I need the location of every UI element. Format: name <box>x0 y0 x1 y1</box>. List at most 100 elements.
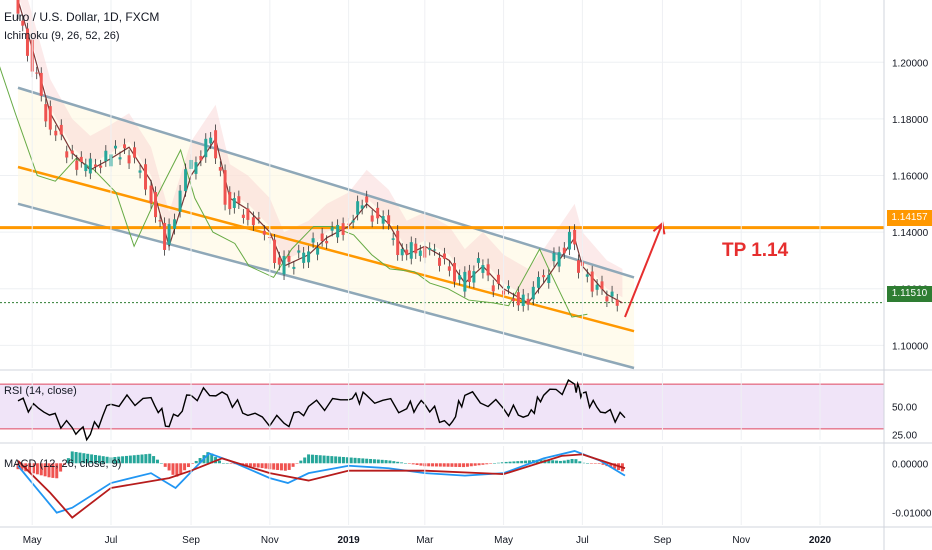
macd-histogram-bar <box>326 455 330 464</box>
candle-body <box>199 155 203 161</box>
macd-histogram-bar <box>252 463 256 467</box>
macd-histogram-bar <box>159 463 163 464</box>
macd-histogram-bar <box>380 459 384 464</box>
candle-body <box>370 215 374 222</box>
macd-histogram-bar <box>330 456 334 464</box>
candle-body <box>351 220 355 223</box>
price-axis[interactable]: 1.200001.180001.160001.140001.120001.100… <box>883 0 932 550</box>
macd-histogram-bar <box>217 460 221 464</box>
candle-body <box>65 151 69 158</box>
candle-body <box>282 255 286 275</box>
macd-histogram-bar <box>210 453 214 464</box>
candle-body <box>209 137 213 144</box>
macd-histogram-bar <box>163 463 167 467</box>
candle-body <box>511 298 515 302</box>
macd-histogram-bar <box>431 463 435 467</box>
macd-histogram-bar <box>194 460 198 464</box>
macd-histogram-bar <box>287 463 291 470</box>
macd-histogram-bar <box>438 463 442 467</box>
channel-upper-line <box>17 86 635 279</box>
candle-body <box>214 130 218 159</box>
macd-histogram-bar <box>225 463 229 464</box>
candle-body <box>133 147 137 158</box>
trend-line <box>17 165 635 333</box>
candle-body <box>144 164 148 190</box>
candle-body <box>387 215 391 225</box>
candle-body <box>70 150 74 154</box>
candle-body <box>79 156 83 162</box>
y-tick-label: 1.14000 <box>892 228 929 239</box>
macd-histogram-bar <box>485 463 489 465</box>
macd-line <box>17 449 626 514</box>
macd-histogram-bar <box>419 463 423 466</box>
candle-body <box>48 106 52 130</box>
macd-histogram-bar <box>462 463 466 468</box>
candle-body <box>610 291 614 297</box>
candle-body <box>178 190 182 212</box>
macd-histogram-bar <box>314 454 318 464</box>
macd-histogram-bar <box>101 456 105 464</box>
macd-histogram-bar <box>128 455 132 464</box>
macd-histogram-bar <box>489 463 493 464</box>
candle-body <box>16 0 20 14</box>
macd-histogram-bar <box>74 452 78 464</box>
macd-histogram-bar <box>86 453 90 464</box>
rsi-pane[interactable] <box>0 379 932 444</box>
macd-histogram-bar <box>97 455 101 464</box>
macd-histogram-bar <box>369 458 373 464</box>
price-pane[interactable] <box>0 0 932 371</box>
macd-histogram-bar <box>291 463 295 467</box>
candle-body <box>123 144 127 149</box>
macd-histogram-bar <box>78 452 82 464</box>
x-tick-label: Sep <box>182 535 200 546</box>
macd-histogram-bar <box>310 454 314 464</box>
macd-tick-label: -0.01000 <box>892 509 932 520</box>
macd-histogram-bar <box>171 463 175 475</box>
macd-histogram-bar <box>186 463 190 468</box>
macd-histogram-bar <box>465 463 469 467</box>
candle-body <box>506 285 510 289</box>
level-price-badge: 1.14157 <box>887 210 932 226</box>
macd-histogram-bar <box>248 463 252 467</box>
macd-histogram-bar <box>183 463 187 471</box>
x-tick-label: Sep <box>654 535 672 546</box>
candle-body <box>158 220 162 222</box>
x-tick-label: Jul <box>576 535 589 546</box>
candle-body <box>330 227 334 231</box>
macd-histogram-bar <box>597 463 601 464</box>
candle-body <box>547 274 551 284</box>
candle-body <box>356 201 360 215</box>
candle-body <box>576 260 580 273</box>
macd-histogram-bar <box>93 454 97 464</box>
rsi-tick-label: 50.00 <box>892 403 917 414</box>
macd-histogram-bar <box>547 459 551 464</box>
macd-histogram-bar <box>407 463 411 464</box>
candle-body <box>562 247 566 254</box>
macd-histogram-bar <box>376 459 380 464</box>
candle-body <box>573 229 577 245</box>
macd-histogram-bar <box>307 454 311 464</box>
candle-body <box>418 250 422 256</box>
candle-body <box>325 240 329 244</box>
macd-histogram-bar <box>124 455 128 464</box>
macd-histogram-bar <box>144 454 148 464</box>
candle-body <box>467 270 471 282</box>
candle-body <box>376 207 380 219</box>
macd-histogram-bar <box>601 463 605 465</box>
candle-body <box>277 257 281 265</box>
macd-histogram-bar <box>117 456 121 464</box>
candle-body <box>341 223 345 235</box>
macd-histogram-bar <box>175 463 179 477</box>
macd-histogram-bar <box>140 454 144 464</box>
macd-histogram-bar <box>198 458 202 464</box>
candle-body <box>526 298 530 305</box>
candle-body <box>84 164 88 172</box>
macd-histogram-bar <box>384 460 388 464</box>
macd-histogram-bar <box>477 463 481 466</box>
candle-body <box>476 258 480 263</box>
macd-histogram-bar <box>272 463 276 470</box>
candle-body <box>307 251 311 263</box>
candle-body <box>25 28 29 56</box>
